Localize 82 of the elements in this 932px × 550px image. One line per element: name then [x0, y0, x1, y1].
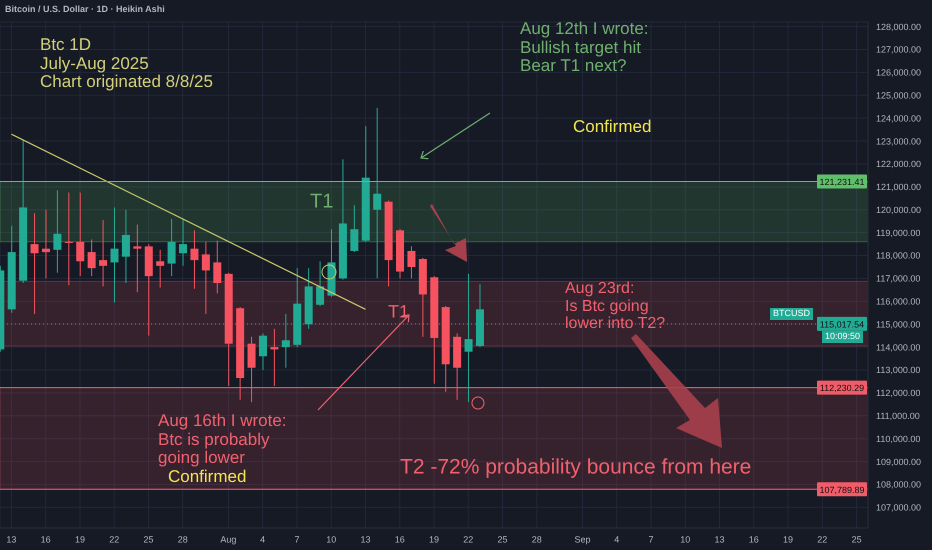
- x-tick-label: 22: [109, 534, 120, 544]
- annotation: Confirmed: [168, 467, 246, 487]
- y-tick-label: 117,000.00: [876, 274, 920, 284]
- ref-line-label: 112,230.29: [820, 383, 864, 394]
- x-tick-label: 10: [680, 534, 690, 544]
- x-tick-label: 16: [394, 534, 405, 544]
- candlestick: [30, 212, 39, 314]
- y-tick-label: 126,000.00: [876, 68, 922, 78]
- y-tick-label: 127,000.00: [876, 44, 922, 55]
- candlestick: [42, 209, 50, 279]
- ref-line-label: 107,789.89: [819, 484, 865, 495]
- y-tick-label: 115,000.00: [876, 319, 920, 330]
- x-tick-label: Aug: [220, 534, 236, 544]
- y-tick-label: 113,000.00: [876, 365, 920, 376]
- y-tick-label: 124,000.00: [876, 113, 922, 124]
- chart-title: Bitcoin / U.S. Dollar · 1D · Heikin Ashi: [5, 4, 165, 14]
- x-tick-label: 19: [428, 534, 440, 544]
- annotation: BTCUSD: [773, 308, 810, 319]
- x-tick-label: 4: [260, 534, 266, 544]
- annotation: Aug 23rd: Is Btc going lower into T2?: [565, 280, 666, 333]
- candlestick: [213, 240, 222, 294]
- y-tick-label: 116,000.00: [876, 296, 920, 307]
- y-tick-label: 120,000.00: [876, 204, 922, 215]
- candlestick: [53, 190, 62, 274]
- y-tick-label: 109,000.00: [876, 456, 922, 467]
- candlestick: [99, 220, 108, 287]
- x-tick-label: 28: [532, 534, 542, 544]
- annotation: Aug 16th I wrote: Btc is probably going lower: [158, 411, 287, 468]
- y-tick-label: 110,000.00: [876, 434, 920, 444]
- x-tick-label: 7: [648, 534, 654, 544]
- y-tick-label: 125,000.00: [876, 90, 922, 100]
- y-tick-label: 121,000.00: [876, 182, 922, 192]
- band-label: T2 -72% probability bounce from here: [400, 456, 752, 479]
- x-tick-label: 22: [463, 534, 474, 544]
- ref-line-label: 115,017.54: [820, 319, 864, 330]
- candlestick: [350, 204, 358, 253]
- x-tick-label: 25: [143, 534, 154, 544]
- candlestick: [110, 206, 118, 303]
- x-tick-label: 28: [178, 534, 188, 544]
- y-tick-label: 128,000.00: [876, 22, 922, 32]
- annotation: 10:09:50: [825, 331, 860, 342]
- candlestick: [407, 246, 416, 279]
- y-tick-label: 114,000.00: [876, 342, 920, 352]
- x-tick-label: 13: [714, 534, 725, 544]
- x-tick-label: 25: [498, 534, 508, 544]
- candlestick: [168, 218, 176, 277]
- candlestick: [258, 332, 267, 371]
- annotation: Aug 12th I wrote: Bullish target hit Bear T1 next?: [520, 19, 649, 76]
- candlestick: [76, 192, 84, 277]
- x-tick-label: Sep: [574, 534, 590, 544]
- ref-line-label: 121,231.41: [819, 177, 865, 188]
- x-tick-label: 13: [6, 534, 16, 544]
- band-label: T1: [388, 301, 410, 322]
- x-tick-label: 22: [817, 534, 828, 544]
- candlestick: [88, 239, 96, 277]
- candlestick: [373, 107, 382, 279]
- y-tick-label: 122,000.00: [876, 159, 922, 170]
- y-tick-label: 112,000.00: [876, 388, 920, 398]
- x-tick-label: 13: [360, 534, 370, 544]
- x-tick-label: 7: [294, 534, 300, 544]
- candlestick: [179, 218, 188, 266]
- y-tick-label: 119,000.00: [876, 228, 920, 238]
- x-tick-label: 10: [326, 534, 336, 544]
- candlestick: [190, 230, 198, 290]
- x-tick-label: 16: [748, 534, 759, 544]
- candlestick: [316, 260, 324, 306]
- x-tick-label: 19: [74, 534, 85, 544]
- x-tick-label: 16: [40, 534, 51, 544]
- y-tick-label: 108,000.00: [876, 480, 922, 490]
- y-tick-label: 111,000.00: [876, 411, 920, 422]
- x-tick-label: 4: [614, 534, 620, 544]
- candlestick: [122, 209, 130, 284]
- y-tick-label: 107,000.00: [876, 502, 922, 513]
- annotation: Btc 1D July-Aug 2025 Chart originated 8/8/25: [40, 35, 213, 92]
- x-tick-label: 19: [783, 534, 794, 544]
- y-tick-label: 123,000.00: [876, 136, 922, 146]
- x-tick-label: 25: [852, 534, 862, 544]
- annotation: Confirmed: [573, 117, 652, 137]
- candlestick: [156, 249, 164, 288]
- candlestick: [202, 241, 210, 314]
- band-label: T1: [310, 190, 334, 213]
- y-tick-label: 118,000.00: [876, 250, 920, 261]
